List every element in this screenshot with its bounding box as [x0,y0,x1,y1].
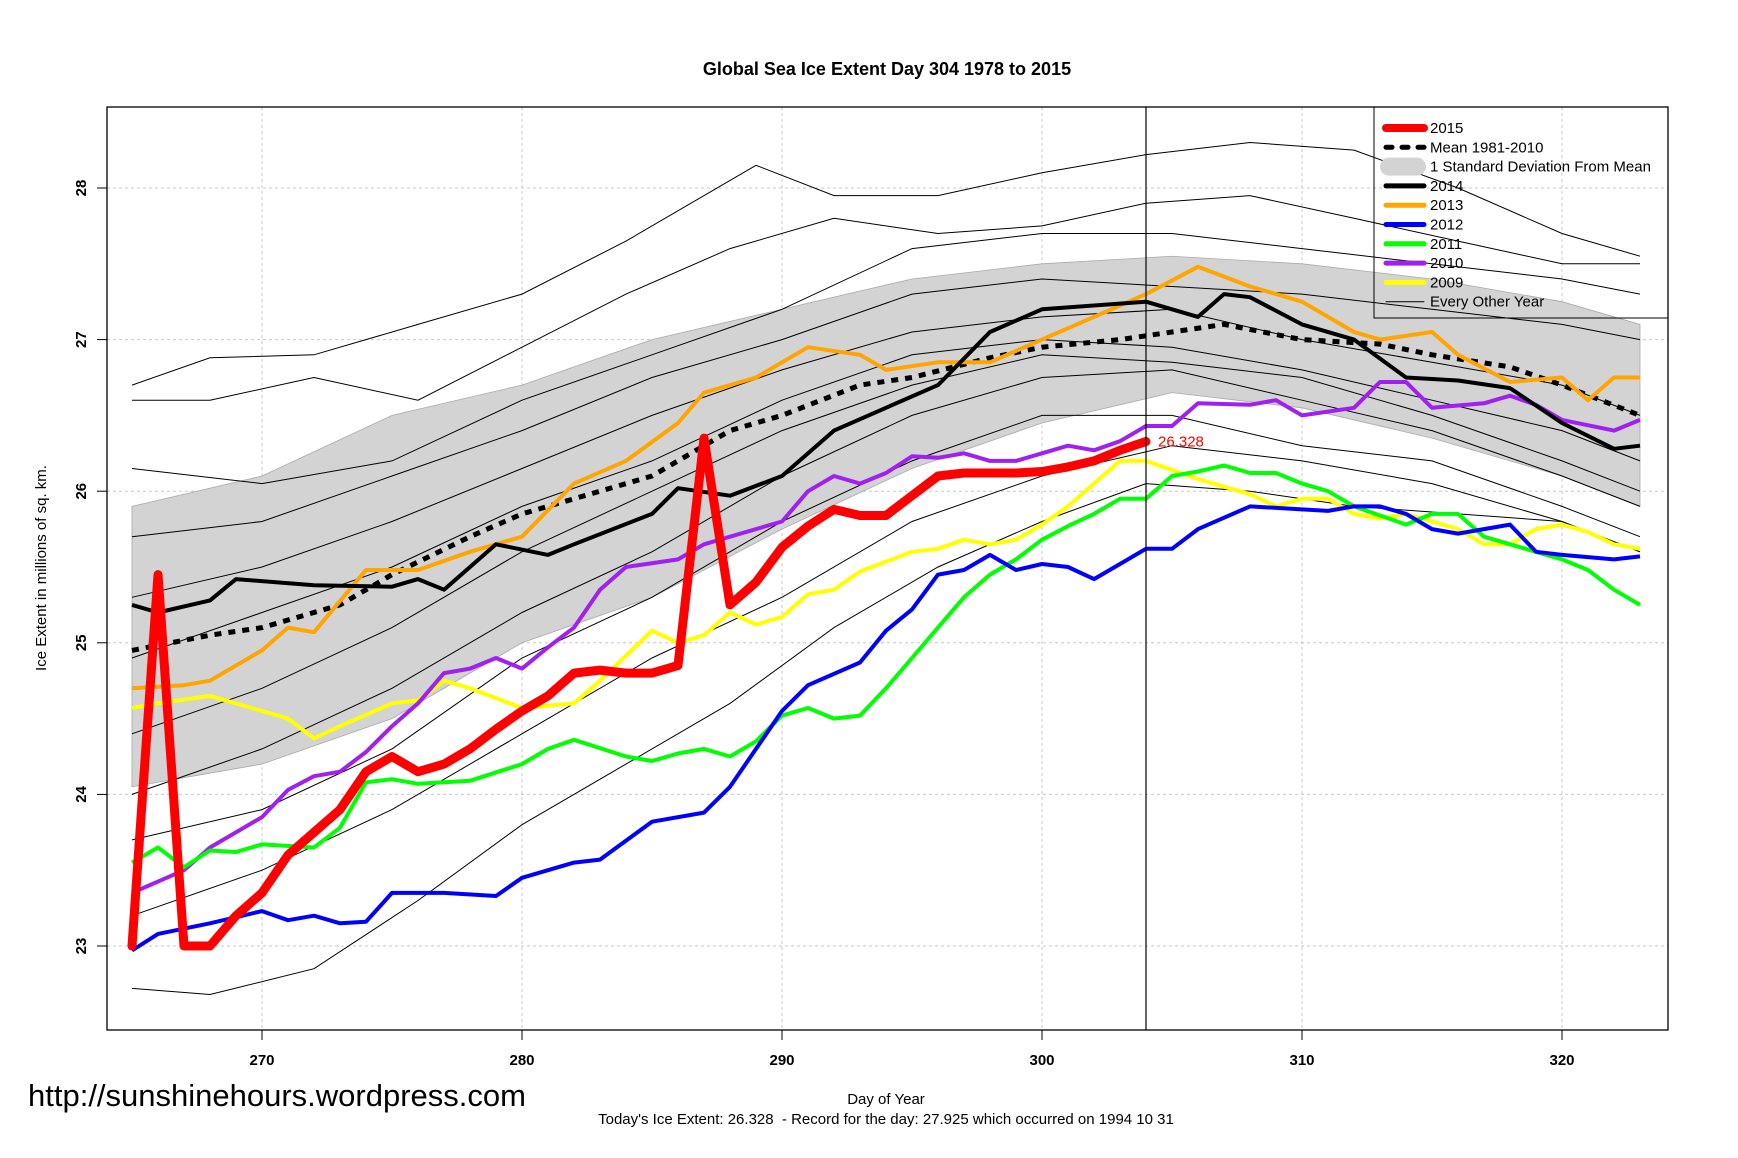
legend-label: 2015 [1430,120,1463,137]
legend-label: Every Other Year [1430,294,1544,311]
other-year-line [132,195,1640,401]
x-tick-label: 310 [1289,1052,1314,1069]
y-tick-label: 28 [73,180,90,197]
legend-label: 2010 [1430,255,1463,272]
plot-frame [106,106,1669,1031]
x-tick-label: 280 [509,1052,534,1069]
current-value-label: 26.328 [1158,433,1204,450]
other-year-line [131,445,1641,917]
other-year-line [131,483,1641,996]
legend: 2015 Mean 1981-2010 1 Standard Deviation F… [1373,106,1669,319]
other-year-line [131,369,1641,795]
watermark-url: http://sunshinehours.wordpress.com [28,1078,526,1113]
legend-swatch [1380,157,1426,176]
other-year-line [131,414,1641,841]
legend-label: 1 Standard Deviation From Mean [1430,159,1651,176]
series-line-2012 [130,504,1641,953]
axes: 270 280 290 300 310 320 23 24 25 26 27 28 [73,180,1575,1069]
other-years-layer [131,141,1641,996]
chart-title: Global Sea Ice Extent Day 304 1978 to 20… [703,59,1071,79]
other-year-line [131,354,1641,735]
other-year-line [131,308,1641,598]
y-tick-label: 27 [73,331,90,348]
legend-label: 2012 [1430,217,1463,234]
legend-label: Mean 1981-2010 [1430,139,1543,156]
series-line-2010 [131,380,1641,895]
x-axis-label: Day of Year [847,1091,925,1108]
x-tick-label: 290 [769,1052,794,1069]
series-line-2013 [131,264,1640,691]
legend-box [1373,106,1669,319]
y-axis-label: Ice Extent in millions of sq. km. [33,465,50,671]
series-line-mean-1981-2010 [131,321,1641,653]
series-line-2011 [130,463,1642,870]
x-tick-label: 300 [1029,1052,1054,1069]
subtitle: Today's Ice Extent: 26.328 - Record for … [598,1111,1174,1128]
series-line-2014 [131,292,1641,615]
series-layer [127,264,1642,953]
y-tick-label: 23 [73,938,90,955]
y-tick-label: 25 [73,634,90,651]
series-line-2015 [127,433,1151,951]
legend-label: 2009 [1430,274,1463,291]
x-tick-label: 270 [249,1052,274,1069]
other-year-line [131,339,1641,659]
y-tick-label: 26 [73,483,90,500]
legend-label: 2011 [1430,236,1462,253]
other-year-line [131,233,1641,485]
other-year-line [131,278,1641,538]
x-tick-label: 320 [1549,1052,1574,1069]
legend-label: 2014 [1430,178,1463,195]
legend-label: 2013 [1430,197,1463,214]
y-tick-label: 24 [73,785,90,802]
